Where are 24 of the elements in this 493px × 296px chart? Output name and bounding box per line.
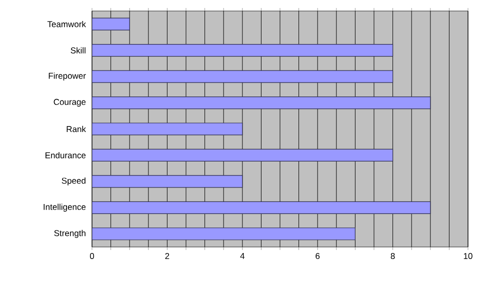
y-tick-label: Firepower: [48, 72, 86, 80]
x-tick-label: 8: [390, 253, 395, 260]
bar: [92, 96, 431, 110]
y-tick-label: Speed: [62, 177, 86, 186]
bar: [92, 228, 356, 240]
x-tick-label: 6: [316, 253, 320, 260]
x-tick-label: 4: [240, 253, 245, 259]
y-tick-label: Courage: [54, 98, 86, 107]
x-tick-label: 10: [464, 253, 472, 260]
bar: [92, 175, 243, 188]
bar: [92, 44, 394, 57]
bar: [92, 148, 394, 162]
bar: [92, 18, 130, 30]
y-tick-label: Endurance: [46, 152, 86, 158]
x-tick-label: 0: [90, 253, 94, 260]
y-tick-label: Skill: [70, 47, 86, 54]
y-tick-label: Intelligence: [44, 204, 86, 212]
x-tick-label: 2: [165, 253, 170, 259]
bar: [92, 70, 394, 83]
bar: [92, 201, 431, 214]
y-tick-label: Strength: [54, 230, 86, 238]
y-tick-label: Rank: [66, 126, 86, 132]
bar: [92, 122, 243, 136]
y-tick-label: Teamwork: [47, 20, 86, 28]
